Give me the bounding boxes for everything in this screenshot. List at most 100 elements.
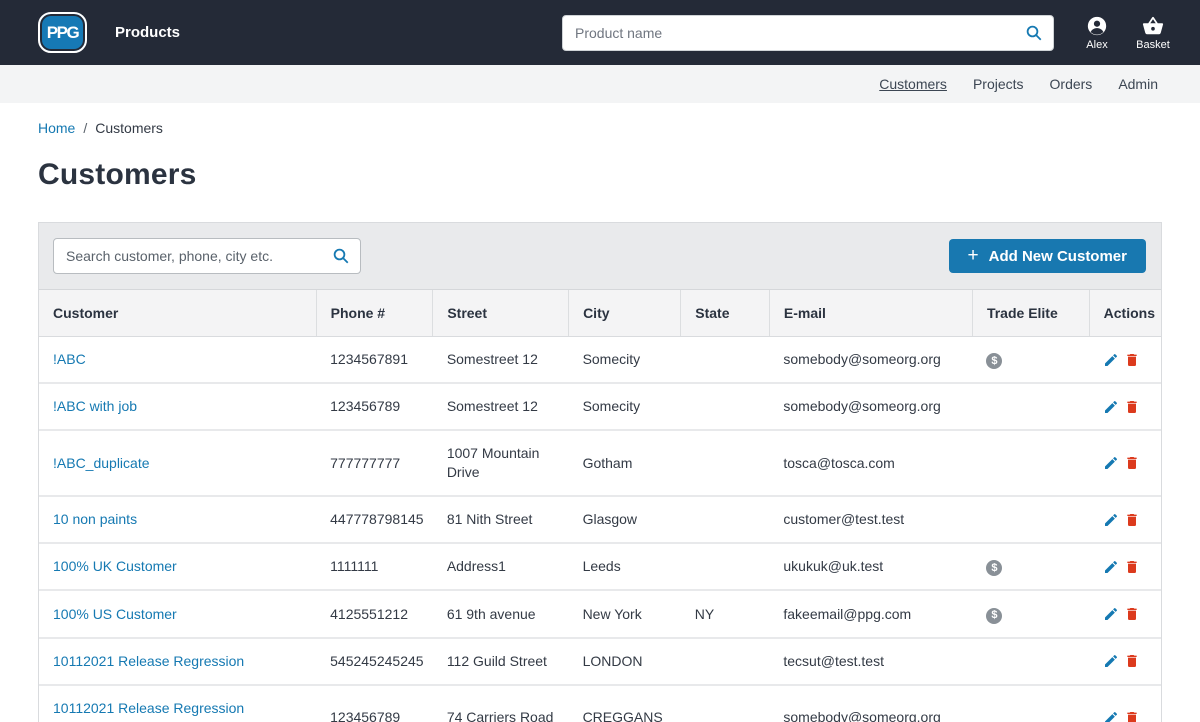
page-title: Customers <box>38 158 197 191</box>
search-icon[interactable] <box>1025 24 1043 42</box>
table-row: 10112021 Release Regression customer Reg… <box>39 684 1161 722</box>
cell-street: 81 Nith Street <box>432 496 569 544</box>
cell-phone: 123456789 <box>316 383 433 432</box>
cell-city: Somecity <box>568 336 681 385</box>
edit-icon[interactable] <box>1103 559 1119 575</box>
customer-search <box>53 238 361 274</box>
col-header-actions: Actions <box>1088 289 1161 337</box>
trade-elite-icon: $ <box>986 353 1003 370</box>
cell-street: 74 Carriers Road <box>432 684 569 722</box>
account-icon <box>1087 16 1107 35</box>
delete-icon[interactable] <box>1124 455 1140 471</box>
customer-link[interactable]: 100% UK Customer <box>53 558 177 575</box>
product-search <box>562 14 1054 51</box>
table-row: 100% US Customer 4125551212 61 9th avenu… <box>39 590 1161 639</box>
cell-city: LONDON <box>568 637 681 686</box>
search-icon[interactable] <box>332 247 350 265</box>
cell-street: 112 Guild Street <box>432 637 569 686</box>
cell-phone: 1111111 <box>316 542 433 592</box>
cell-street: 61 9th avenue <box>432 590 569 639</box>
cell-state <box>680 637 770 686</box>
delete-icon[interactable] <box>1124 512 1140 528</box>
edit-icon[interactable] <box>1103 352 1119 368</box>
customers-card: + Add New Customer Customer Phone # Stre… <box>38 222 1162 722</box>
user-label: Alex <box>1086 38 1108 51</box>
nav-item-projects[interactable]: Projects <box>972 76 1024 92</box>
cell-phone: 4125551212 <box>316 590 433 639</box>
breadcrumb-current: Customers <box>95 120 163 136</box>
edit-icon[interactable] <box>1103 606 1119 622</box>
cell-email: somebody@someorg.org <box>769 336 973 385</box>
table-body: !ABC 1234567891 Somestreet 12 Somecity s… <box>39 336 1161 722</box>
edit-icon[interactable] <box>1103 399 1119 415</box>
nav-item-customers[interactable]: Customers <box>879 76 947 92</box>
customer-link[interactable]: 10112021 Release Regression <box>53 652 245 669</box>
col-header-street: Street <box>432 289 569 337</box>
nav-item-products[interactable]: Products <box>115 24 181 41</box>
cell-phone: 545245245245 <box>316 637 433 686</box>
cell-city: CREGGANS <box>568 684 681 722</box>
add-new-customer-label: Add New Customer <box>988 247 1127 265</box>
add-new-customer-button[interactable]: + Add New Customer <box>948 239 1146 273</box>
cell-phone: 777777777 <box>316 430 433 498</box>
nav-item-orders[interactable]: Orders <box>1049 76 1093 92</box>
breadcrumb-separator: / <box>83 120 88 136</box>
col-header-phone: Phone # <box>315 289 433 337</box>
col-header-email: E-mail <box>768 289 973 337</box>
plus-icon: + <box>967 244 979 266</box>
delete-icon[interactable] <box>1124 352 1140 368</box>
basket-menu[interactable]: Basket <box>1130 15 1176 51</box>
customer-link[interactable]: !ABC <box>53 351 86 368</box>
customer-link[interactable]: !ABC with job <box>53 398 138 415</box>
product-search-input[interactable] <box>562 14 1054 51</box>
trade-elite-icon: $ <box>986 560 1003 577</box>
cell-email: tosca@tosca.com <box>769 430 973 498</box>
cell-state <box>680 336 770 385</box>
edit-icon[interactable] <box>1103 653 1119 669</box>
table-row: !ABC_duplicate 777777777 1007 Mountain D… <box>39 430 1161 498</box>
breadcrumb: Home / Customers <box>38 120 1162 136</box>
delete-icon[interactable] <box>1124 606 1140 622</box>
delete-icon[interactable] <box>1124 710 1140 722</box>
cell-state <box>680 684 770 722</box>
main-content: Home / Customers Customers + Add New Cus… <box>0 120 1200 722</box>
cell-street: Address1 <box>432 542 569 592</box>
ppg-logo-text: PPG <box>46 22 80 42</box>
cell-state <box>680 430 770 498</box>
cell-street: 1007 Mountain Drive <box>432 430 569 498</box>
table-header-row: Customer Phone # Street City State E-mai… <box>39 289 1161 337</box>
customer-link[interactable]: 10112021 Release Regression customer Reg… <box>53 699 245 722</box>
breadcrumb-home-link[interactable]: Home <box>38 120 76 136</box>
customer-search-input[interactable] <box>53 238 361 274</box>
edit-icon[interactable] <box>1103 512 1119 528</box>
table-toolbar: + Add New Customer <box>39 223 1161 289</box>
cell-city: Somecity <box>568 383 681 432</box>
table-row: 10 non paints 447778798145 81 Nith Stree… <box>39 496 1161 544</box>
basket-icon <box>1142 16 1164 34</box>
cell-email: somebody@someorg.org <box>769 684 973 722</box>
delete-icon[interactable] <box>1124 399 1140 415</box>
top-header: PPG Products Alex Basket <box>0 0 1200 65</box>
ppg-logo[interactable]: PPG <box>38 12 87 53</box>
delete-icon[interactable] <box>1124 653 1140 669</box>
cell-street: Somestreet 12 <box>432 383 569 432</box>
delete-icon[interactable] <box>1124 559 1140 575</box>
cell-email: fakeemail@ppg.com <box>769 590 973 639</box>
table-row: 100% UK Customer 1111111 Address1 Leeds … <box>39 542 1161 592</box>
section-nav: Customers Projects Orders Admin <box>0 65 1200 103</box>
customers-table: Customer Phone # Street City State E-mai… <box>39 289 1161 722</box>
customer-link[interactable]: !ABC_duplicate <box>53 454 150 471</box>
nav-item-admin[interactable]: Admin <box>1118 76 1158 92</box>
cell-state <box>680 496 770 544</box>
user-menu[interactable]: Alex <box>1074 15 1120 51</box>
edit-icon[interactable] <box>1103 455 1119 471</box>
cell-city: Glasgow <box>568 496 681 544</box>
customer-link[interactable]: 10 non paints <box>53 511 138 528</box>
edit-icon[interactable] <box>1103 710 1119 722</box>
cell-email: tecsut@test.test <box>769 637 973 686</box>
col-header-city: City <box>568 289 681 337</box>
cell-street: Somestreet 12 <box>432 336 569 385</box>
customer-link[interactable]: 100% US Customer <box>53 605 177 622</box>
table-row: !ABC 1234567891 Somestreet 12 Somecity s… <box>39 336 1161 385</box>
cell-state <box>680 542 770 592</box>
